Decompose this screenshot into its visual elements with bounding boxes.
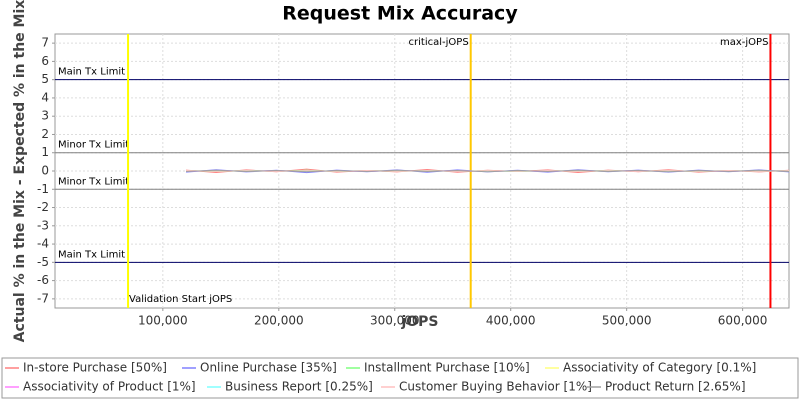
y-tick-label: 4 bbox=[41, 90, 49, 104]
legend-label: Associativity of Product [1%] bbox=[23, 380, 196, 394]
limit-label: Minor Tx Limit bbox=[58, 176, 129, 187]
legend-label: Online Purchase [35%] bbox=[200, 361, 337, 375]
marker-label: critical-jOPS bbox=[409, 37, 469, 48]
legend-label: Business Report [0.25%] bbox=[225, 380, 373, 394]
x-tick-label: 400,000 bbox=[486, 314, 536, 328]
y-tick-label: -1 bbox=[37, 182, 49, 196]
y-tick-label: 7 bbox=[41, 36, 49, 50]
limit-label: Main Tx Limit bbox=[58, 67, 125, 78]
x-tick-label: 500,000 bbox=[602, 314, 652, 328]
limit-label: Minor Tx Limit bbox=[58, 140, 129, 151]
chart-title: Request Mix Accuracy bbox=[282, 3, 518, 25]
y-tick-label: -4 bbox=[37, 237, 49, 251]
x-tick-label: 200,000 bbox=[254, 314, 304, 328]
legend-label: Customer Buying Behavior [1%] bbox=[399, 380, 592, 394]
legend-box bbox=[1, 357, 799, 399]
y-axis-label: Actual % in the Mix - Expected % in the … bbox=[12, 0, 28, 342]
y-tick-label: 3 bbox=[41, 109, 49, 123]
series-line bbox=[186, 169, 790, 173]
legend-label: Associativity of Category [0.1%] bbox=[563, 361, 756, 375]
limit-label: Main Tx Limit bbox=[58, 249, 125, 260]
legend-label: Installment Purchase [10%] bbox=[364, 361, 530, 375]
y-tick-label: 5 bbox=[41, 72, 49, 86]
y-tick-label: 2 bbox=[41, 127, 49, 141]
y-tick-label: 6 bbox=[41, 54, 49, 68]
x-tick-label: 300,000 bbox=[370, 314, 420, 328]
x-axis-label: jOPS bbox=[400, 314, 438, 330]
y-tick-label: -3 bbox=[37, 218, 49, 232]
y-tick-label: -7 bbox=[37, 291, 49, 305]
legend-label: Product Return [2.65%] bbox=[605, 380, 746, 394]
marker-label: max-jOPS bbox=[720, 37, 768, 48]
x-tick-label: 600,000 bbox=[718, 314, 768, 328]
y-tick-label: -2 bbox=[37, 200, 49, 214]
y-tick-label: 1 bbox=[41, 145, 49, 159]
y-tick-label: -5 bbox=[37, 255, 49, 269]
y-tick-label: -6 bbox=[37, 273, 49, 287]
x-tick-label: 100,000 bbox=[138, 314, 188, 328]
y-tick-label: 0 bbox=[41, 164, 49, 178]
legend-label: In-store Purchase [50%] bbox=[23, 361, 167, 375]
marker-label: Validation Start jOPS bbox=[129, 294, 232, 305]
